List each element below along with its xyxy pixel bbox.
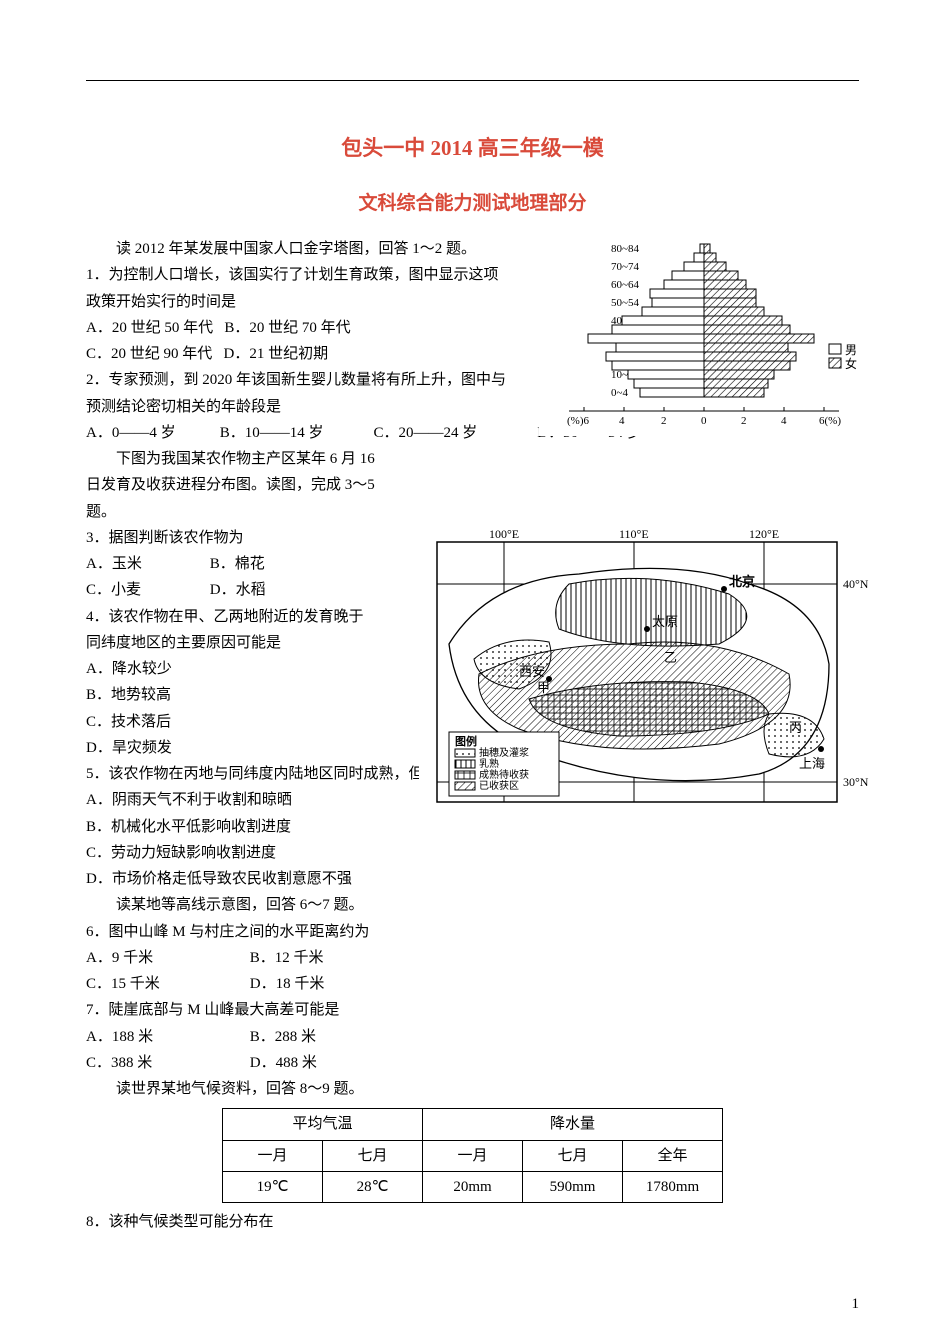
svg-text:北京: 北京 <box>729 574 755 589</box>
q1-opt-d: D．21 世纪初期 <box>224 341 329 367</box>
td-pjan: 20mm <box>423 1171 523 1202</box>
table-row: 19℃ 28℃ 20mm 590mm 1780mm <box>223 1171 723 1202</box>
q6-opt-d: D．18 千米 <box>250 971 325 997</box>
svg-text:抽穗及灌浆: 抽穗及灌浆 <box>479 746 529 759</box>
th-precip: 降水量 <box>423 1109 723 1140</box>
population-pyramid-chart: 80~84 70~74 60~64 50~54 40~44 30~34 20~2… <box>539 236 869 436</box>
q8-9-intro: 读世界某地气候资料，回答 8～9 题。 <box>86 1076 859 1102</box>
exam-title: 包头一中 2014 高三年级一模 <box>86 130 859 167</box>
td-tjul: 28℃ <box>323 1171 423 1202</box>
td-pjul: 590mm <box>523 1171 623 1202</box>
svg-text:0: 0 <box>701 415 707 427</box>
svg-text:丙: 丙 <box>789 720 802 735</box>
td-tjan: 19℃ <box>223 1171 323 1202</box>
q1-2-intro: 读 2012 年某发展中国家人口金字塔图，回答 1～2 题。 <box>86 236 506 262</box>
q3-opt-c: C．小麦 <box>86 577 206 603</box>
q2-opt-b: B．10——14 岁 <box>220 420 370 446</box>
q7-options-row1: A．188 米 B．288 米 <box>86 1024 859 1050</box>
q6-7-intro: 读某地等高线示意图，回答 6～7 题。 <box>86 892 859 918</box>
svg-text:50~54: 50~54 <box>611 297 639 309</box>
q3-opt-d: D．水稻 <box>210 577 266 603</box>
svg-text:甲: 甲 <box>537 680 550 695</box>
svg-text:2: 2 <box>741 415 747 427</box>
th-year: 全年 <box>623 1140 723 1171</box>
th-jul: 七月 <box>323 1140 423 1171</box>
svg-text:2: 2 <box>661 415 667 427</box>
q6-opt-b: B．12 千米 <box>250 945 324 971</box>
q7-opt-b: B．288 米 <box>250 1024 316 1050</box>
q1-opt-c: C．20 世纪 90 年代 <box>86 341 212 367</box>
exam-subtitle: 文科综合能力测试地理部分 <box>86 187 859 220</box>
svg-text:120°E: 120°E <box>749 527 779 541</box>
svg-text:图例: 图例 <box>455 734 477 748</box>
svg-text:80~84: 80~84 <box>611 243 639 255</box>
q2-stem: 2．专家预测，到 2020 年该国新生婴儿数量将有所上升，图中与预测结论密切相关… <box>86 367 506 420</box>
svg-text:已收获区: 已收获区 <box>479 779 519 792</box>
q7-options-row2: C．388 米 D．488 米 <box>86 1050 859 1076</box>
q6-stem: 6．图中山峰 M 与村庄之间的水平距离约为 <box>86 919 859 945</box>
svg-text:30°N: 30°N <box>843 775 869 789</box>
q2-opt-c: C．20——24 岁 <box>374 420 534 446</box>
svg-text:上海: 上海 <box>799 756 825 771</box>
table-row: 平均气温 降水量 <box>223 1109 723 1140</box>
horizontal-rule <box>86 80 859 81</box>
q6-opt-c: C．15 千米 <box>86 971 246 997</box>
q6-options-row1: A．9 千米 B．12 千米 <box>86 945 859 971</box>
q5-opt-c: C．劳动力短缺影响收割进度 <box>86 840 859 866</box>
svg-text:6(%): 6(%) <box>819 415 841 427</box>
svg-text:4: 4 <box>781 415 787 427</box>
q3-opt-a: A．玉米 <box>86 551 206 577</box>
svg-text:0~4: 0~4 <box>611 387 628 399</box>
svg-text:60~64: 60~64 <box>611 279 639 291</box>
q1-opt-a: A．20 世纪 50 年代 <box>86 315 213 341</box>
q8-stem: 8．该种气候类型可能分布在 <box>86 1209 859 1235</box>
svg-text:成熟待收获: 成熟待收获 <box>479 768 529 781</box>
svg-text:4: 4 <box>619 415 625 427</box>
q2-opt-a: A．0——4 岁 <box>86 420 216 446</box>
q7-opt-a: A．188 米 <box>86 1024 246 1050</box>
svg-text:110°E: 110°E <box>619 527 649 541</box>
table-row: 一月 七月 一月 七月 全年 <box>223 1140 723 1171</box>
th-temp: 平均气温 <box>223 1109 423 1140</box>
q4-stem: 4．该农作物在甲、乙两地附近的发育晚于同纬度地区的主要原因可能是 <box>86 604 376 657</box>
svg-text:太原: 太原 <box>652 614 678 629</box>
svg-text:乳熟: 乳熟 <box>479 757 499 770</box>
svg-text:女: 女 <box>845 356 857 371</box>
svg-text:西安: 西安 <box>519 664 545 679</box>
q7-opt-c: C．388 米 <box>86 1050 246 1076</box>
exam-content: 80~84 70~74 60~64 50~54 40~44 30~34 20~2… <box>86 236 859 1235</box>
svg-text:(%)6: (%)6 <box>567 415 589 427</box>
th-jan: 一月 <box>223 1140 323 1171</box>
svg-text:40°N: 40°N <box>843 577 869 591</box>
td-pyear: 1780mm <box>623 1171 723 1202</box>
svg-text:乙: 乙 <box>664 650 677 665</box>
q1-stem: 1．为控制人口增长，该国实行了计划生育政策，图中显示这项政策开始实行的时间是 <box>86 262 506 315</box>
svg-text:男: 男 <box>845 343 857 357</box>
th-jul2: 七月 <box>523 1140 623 1171</box>
q6-options-row2: C．15 千米 D．18 千米 <box>86 971 859 997</box>
svg-text:100°E: 100°E <box>489 527 519 541</box>
page-number: 1 <box>852 1291 860 1317</box>
q3-opt-b: B．棉花 <box>210 551 265 577</box>
climate-data-table: 平均气温 降水量 一月 七月 一月 七月 全年 19℃ 28℃ 20mm 590… <box>222 1108 723 1203</box>
q7-stem: 7．陡崖底部与 M 山峰最大高差可能是 <box>86 997 859 1023</box>
q1-opt-b: B．20 世纪 70 年代 <box>224 315 350 341</box>
q3-5-intro: 下图为我国某农作物主产区某年 6 月 16 日发育及收获进程分布图。读图，完成 … <box>86 446 376 525</box>
q6-opt-a: A．9 千米 <box>86 945 246 971</box>
th-jan2: 一月 <box>423 1140 523 1171</box>
q7-opt-d: D．488 米 <box>250 1050 317 1076</box>
svg-text:70~74: 70~74 <box>611 261 639 273</box>
crop-progress-map: 100°E 110°E 120°E 40°N 30°N 北京 太原 西安 上海 … <box>419 524 879 824</box>
q5-opt-d: D．市场价格走低导致农民收割意愿不强 <box>86 866 859 892</box>
